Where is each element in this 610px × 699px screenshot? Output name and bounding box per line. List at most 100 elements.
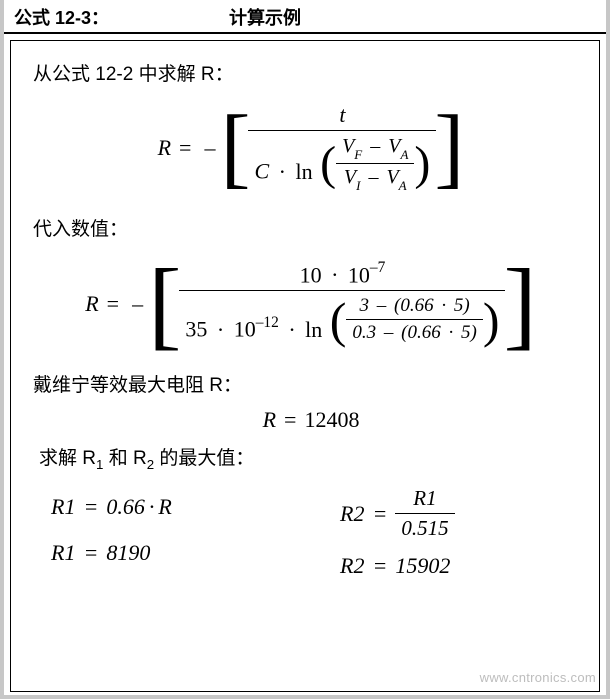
intro-mid: 中求解 [133,64,201,85]
f1-num: t [333,100,351,130]
formula-2: R = – [ 10 · 10–7 35 · 10–12 · [33,259,589,348]
f2-den: 35 · 10–12 · ln ( 3 – (0.66 [179,291,505,348]
f2-in-nminus: – [377,295,387,316]
f2-lhs: R [85,291,98,317]
f2-in-nb: 0.66 [400,295,433,316]
f2-num-b: 10 [348,262,370,287]
r-value: R = 12408 [33,407,589,433]
r2e-n: 2 [353,501,364,527]
f1-va2-sub: A [399,178,407,193]
f2-in-db: 0.66 [408,322,441,343]
sm-and: 和 [103,448,133,469]
f2-in-nc: 5 [454,295,464,316]
f1-va1-sub: A [400,147,408,162]
f2-in-na: 3 [360,295,370,316]
f2-den-exp: –12 [256,314,279,331]
r1v-val: 8190 [106,540,150,566]
intro-line: 从公式 12-2 中求解 R： [33,59,589,86]
substitute-label: 代入数值： [33,214,589,241]
f1-vi-sub: I [356,178,360,193]
f2-in-ndot: · [441,295,446,316]
f2-num-exp: –7 [370,259,385,276]
f2-den-dot1: · [217,317,224,342]
f2-num-dot: · [331,262,338,287]
header-label: 公式 12-3： [14,4,229,30]
r1-expr: R1 = 0.66 · R [51,494,300,520]
content-box: 从公式 12-2 中求解 R： R = – [ t C · ln ( [10,40,600,692]
r2-val: R2 = 15902 [340,553,589,579]
rv-lhs: R [263,407,276,433]
intro-ref: 12-2 [95,64,133,85]
r2e-lhs: R [340,501,353,527]
f2-neg: – [132,291,143,317]
r1v-lhs: R [51,540,64,566]
f1-den-ln: ln [295,159,312,184]
header-title: 计算示例 [229,4,301,30]
r2e-den: 0.515 [395,514,454,543]
r2-expr: R2 = R1 0.515 [340,484,589,543]
f1-lhs: R [158,135,171,161]
sm-r1: R [82,448,96,469]
f1-fraction: t C · ln ( VF – VA [248,100,436,196]
header: 公式 12-3： 计算示例 [4,0,606,34]
sm-r2-sub: 2 [147,457,154,472]
f2-fraction: 10 · 10–7 35 · 10–12 · ln ( [179,259,505,348]
f2-in-da: 0.3 [352,322,376,343]
r2v-n: 2 [353,553,364,579]
r1v-eq: = [83,540,98,566]
rv-eq: = [284,407,296,433]
sm-r2: R [133,448,147,469]
f1-va1: V [388,135,400,157]
f1-vi: V [344,166,356,188]
f1-vf-sub: F [354,147,362,162]
f1-neg: – [204,135,215,161]
f2-in-dc: 5 [461,322,471,343]
thev-prefix: 戴维宁等效最大电阻 [33,375,209,396]
results-grid: R1 = 0.66 · R R1 = 8190 R2 = R1 [33,494,589,599]
sm-suffix: 的最大值： [154,448,254,469]
r2e-numn: 1 [426,486,437,510]
r1e-eq: = [83,494,98,520]
r1e-dot: · [149,494,155,520]
r2e-eq: = [372,501,387,527]
f1-d-minus: – [368,166,378,188]
f1-den: C · ln ( VF – VA [248,131,436,196]
f2-den-b: 10 [234,317,256,342]
f1-va2: V [386,166,398,188]
f1-vf: V [342,135,354,157]
thev-suffix: ： [223,375,242,396]
r2v-val: 15902 [395,553,450,579]
r1v-n: 1 [64,540,75,566]
r1e-b: R [158,494,171,520]
page: 公式 12-3： 计算示例 从公式 12-2 中求解 R： R = – [ t … [4,0,606,695]
intro-var: R [201,64,215,85]
intro-suffix: ： [215,64,234,85]
f2-in-ddot: · [449,322,454,343]
r1e-n: 1 [64,494,75,520]
f2-in-dminus: – [384,322,394,343]
thevenin-line: 戴维宁等效最大电阻 R： [33,370,589,397]
r2e-num: R [413,486,426,510]
thev-var: R [209,375,223,396]
watermark: www.cntronics.com [480,670,596,685]
f1-eq: = [179,135,191,161]
f1-n-minus: – [370,135,380,157]
solve-max-line: 求解 R1 和 R2 的最大值： [39,443,589,472]
r1e-lhs: R [51,494,64,520]
f2-eq: = [107,291,119,317]
intro-prefix: 从公式 [33,64,95,85]
f1-den-dot: · [279,159,286,184]
r2v-lhs: R [340,553,353,579]
f2-den-ln: ln [305,317,322,342]
f2-den-a: 35 [185,317,207,342]
rv-val: 12408 [304,407,359,433]
formula-1: R = – [ t C · ln ( VF [33,100,589,196]
r2v-eq: = [372,553,387,579]
f1-den-c: C [254,159,269,184]
r1e-a: 0.66 [106,494,145,520]
f2-den-dot2: · [288,317,295,342]
f2-num-a: 10 [300,262,322,287]
sm-prefix: 求解 [39,448,82,469]
f2-num: 10 · 10–7 [294,259,392,290]
r1-val: R1 = 8190 [51,540,300,566]
